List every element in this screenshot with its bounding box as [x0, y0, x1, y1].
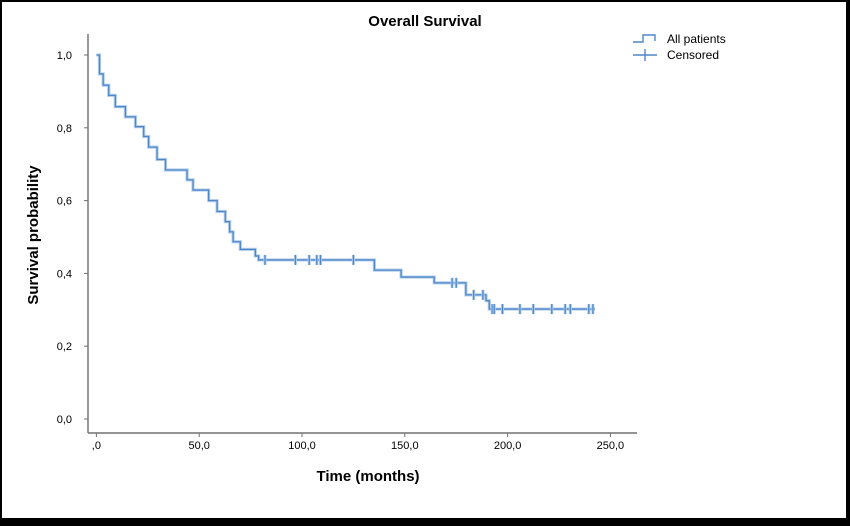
x-tick-label: 150,0 — [391, 440, 419, 452]
chart-title: Overall Survival — [368, 13, 482, 30]
y-tick-label: 0,0 — [57, 414, 72, 426]
censored-plus-icon — [633, 48, 657, 61]
axes — [87, 34, 637, 434]
censored-marks — [263, 254, 595, 315]
y-tick-label: 0,6 — [57, 196, 72, 208]
x-tick-label: ,0 — [92, 440, 101, 452]
y-tick-label: 0,2 — [57, 341, 72, 353]
legend-label: Censored — [667, 47, 720, 62]
y-tick-label: 0,4 — [57, 268, 72, 280]
x-tick-labels: ,0 50,0 100,0 150,0 200,0 250,0 — [92, 433, 624, 452]
legend-label: All patients — [667, 31, 726, 46]
x-axis-title: Time (months) — [316, 468, 420, 485]
x-tick-label: 200,0 — [494, 440, 522, 452]
x-tick-label: 50,0 — [188, 440, 209, 452]
step-line-icon — [633, 33, 656, 43]
legend-item-censored: Censored — [632, 47, 726, 62]
legend-item-all-patients: All patients — [632, 31, 726, 46]
legend: All patients Censored — [632, 31, 726, 62]
y-tick-label: 0,8 — [57, 123, 72, 135]
x-tick-label: 100,0 — [288, 440, 316, 452]
y-tick-label: 1,0 — [57, 50, 72, 62]
x-tick-label: 250,0 — [597, 440, 625, 452]
y-tick-labels: 0,0 0,2 0,4 0,6 0,8 1,0 — [57, 50, 88, 426]
km-curve-all-patients — [96, 53, 595, 311]
